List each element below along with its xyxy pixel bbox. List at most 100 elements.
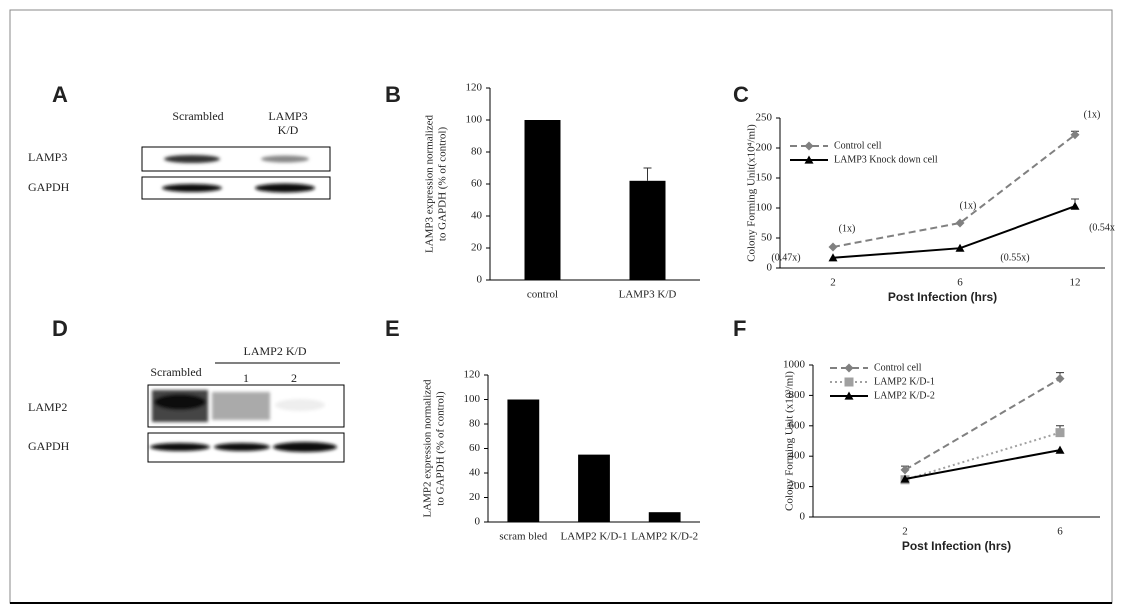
- y-tick-label: 20: [469, 491, 481, 503]
- annotation: (0.47x): [771, 252, 800, 263]
- x-axis-label: Post Infection (hrs): [902, 539, 1011, 553]
- x-tick-label: 12: [1070, 277, 1081, 289]
- y-tick-label: 100: [466, 114, 483, 126]
- y-tick-label: 1000: [783, 359, 806, 371]
- lane-label: 2: [291, 371, 297, 385]
- marker: [828, 242, 838, 252]
- lane-label: 1: [243, 371, 249, 385]
- bar: [507, 399, 540, 522]
- y-tick-label: 200: [789, 480, 806, 492]
- x-axis-label: Post Infection (hrs): [888, 290, 997, 304]
- lane-label: Scrambled: [150, 365, 201, 379]
- series-line: [904, 377, 1061, 471]
- x-tick-label: control: [527, 289, 558, 301]
- marker: [1070, 130, 1080, 140]
- row-label: LAMP2: [28, 400, 67, 414]
- blot-bands: [150, 390, 337, 452]
- lane-label: LAMP3: [268, 109, 307, 123]
- bar: [629, 180, 666, 280]
- y-tick-label: 60: [471, 178, 483, 190]
- y-axis-label: to GAPDH (% of control): [435, 391, 447, 506]
- bar: [578, 454, 610, 522]
- y-axis-label: LAMP3 expression normalized: [424, 114, 436, 253]
- legend-marker: [844, 377, 854, 387]
- y-tick-label: 100: [756, 202, 773, 214]
- row-label: LAMP3: [28, 150, 67, 164]
- y-tick-label: 60: [469, 442, 481, 454]
- frame: [9, 9, 1113, 604]
- y-tick-label: 800: [789, 389, 806, 401]
- y-tick-label: 80: [471, 146, 483, 158]
- y-tick-label: 150: [756, 172, 773, 184]
- panel-letter: A: [52, 82, 68, 107]
- legend-marker: [804, 141, 814, 151]
- x-tick-label: 2: [902, 526, 908, 538]
- y-axis-label: Colony Forming Unit (x10³/ml): [784, 371, 796, 511]
- y-tick-label: 0: [800, 511, 806, 523]
- bar: [524, 120, 561, 280]
- annotation: (0.55x): [1000, 252, 1029, 263]
- x-tick-label: LAMP2 K/D-2: [631, 531, 698, 543]
- row-label: GAPDH: [28, 439, 70, 453]
- x-tick-label: scram bled: [499, 531, 547, 543]
- legend-label: LAMP3 Knock down cell: [834, 154, 938, 165]
- marker: [955, 218, 965, 228]
- marker: [1055, 445, 1065, 454]
- legend-marker: [804, 155, 814, 164]
- y-tick-label: 250: [756, 112, 773, 124]
- legend-label: Control cell: [874, 362, 922, 373]
- y-axis-label: Colony Forming Unit(x10⁴/ml): [746, 124, 758, 262]
- y-tick-label: 400: [789, 450, 806, 462]
- series-line: [832, 134, 1076, 248]
- legend-marker: [844, 363, 854, 373]
- panel-letter: D: [52, 316, 68, 341]
- y-tick-label: 0: [767, 262, 773, 274]
- y-tick-label: 120: [466, 82, 483, 94]
- blot-box: [141, 176, 331, 200]
- annotation: (0.54x: [1089, 222, 1115, 233]
- annotation: (1x): [839, 223, 856, 234]
- marker: [900, 465, 910, 475]
- y-axis-label: to GAPDH (% of control): [437, 127, 449, 242]
- legend-label: LAMP2 K/D-2: [874, 390, 935, 401]
- y-tick-label: 0: [477, 274, 483, 286]
- row-label: GAPDH: [28, 180, 70, 194]
- annotation: (1x): [960, 200, 977, 211]
- series-line: [832, 205, 1076, 259]
- marker: [1070, 201, 1080, 210]
- error-bar: [643, 167, 652, 181]
- x-tick-label: LAMP2 K/D-1: [561, 531, 628, 543]
- lane-label: Scrambled: [172, 109, 223, 123]
- x-tick-label: 6: [957, 277, 963, 289]
- legend-label: Control cell: [834, 140, 882, 151]
- panel-letter: C: [733, 82, 749, 107]
- marker: [900, 474, 910, 483]
- y-tick-label: 20: [471, 242, 483, 254]
- panel-letter: F: [733, 316, 746, 341]
- annotation: (1x): [1084, 109, 1101, 120]
- group-label: LAMP2 K/D: [243, 344, 306, 358]
- x-tick-label: 6: [1057, 526, 1063, 538]
- x-tick-label: LAMP3 K/D: [619, 289, 677, 301]
- y-tick-label: 40: [469, 467, 481, 479]
- y-tick-label: 40: [471, 210, 483, 222]
- marker: [1055, 374, 1065, 384]
- panel-letter: E: [385, 316, 400, 341]
- lane-label: K/D: [278, 123, 299, 137]
- marker: [828, 253, 838, 262]
- series-line: [904, 431, 1061, 481]
- y-tick-label: 600: [789, 419, 806, 431]
- legend-marker: [844, 391, 854, 400]
- y-axis-label: LAMP2 expression normalized: [422, 379, 434, 518]
- marker: [1055, 428, 1065, 438]
- y-tick-label: 80: [469, 418, 481, 430]
- y-tick-label: 200: [756, 142, 773, 154]
- x-tick-label: 2: [830, 277, 836, 289]
- y-tick-label: 50: [761, 232, 773, 244]
- y-tick-label: 120: [464, 369, 481, 381]
- blot-bands: [162, 155, 315, 193]
- y-tick-label: 100: [464, 393, 481, 405]
- marker: [955, 243, 965, 252]
- y-tick-label: 0: [475, 516, 481, 528]
